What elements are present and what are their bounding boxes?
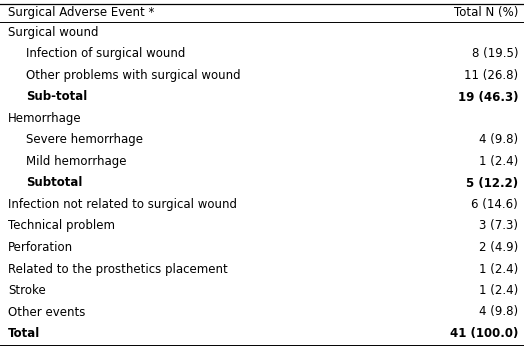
Text: Total N (%): Total N (%) bbox=[454, 6, 518, 19]
Text: 5 (12.2): 5 (12.2) bbox=[466, 176, 518, 190]
Text: Sub-total: Sub-total bbox=[26, 91, 88, 104]
Text: 41 (100.0): 41 (100.0) bbox=[450, 327, 518, 340]
Text: 1 (2.4): 1 (2.4) bbox=[479, 155, 518, 168]
Text: Severe hemorrhage: Severe hemorrhage bbox=[26, 134, 143, 146]
Text: Perforation: Perforation bbox=[8, 241, 73, 254]
Text: Related to the prosthetics placement: Related to the prosthetics placement bbox=[8, 262, 228, 276]
Text: 1 (2.4): 1 (2.4) bbox=[479, 284, 518, 297]
Text: Hemorrhage: Hemorrhage bbox=[8, 112, 82, 125]
Text: 1 (2.4): 1 (2.4) bbox=[479, 262, 518, 276]
Text: Surgical wound: Surgical wound bbox=[8, 26, 99, 39]
Text: Mild hemorrhage: Mild hemorrhage bbox=[26, 155, 126, 168]
Text: 19 (46.3): 19 (46.3) bbox=[457, 91, 518, 104]
Text: Subtotal: Subtotal bbox=[26, 176, 82, 190]
Text: 4 (9.8): 4 (9.8) bbox=[479, 134, 518, 146]
Text: Total: Total bbox=[8, 327, 40, 340]
Text: Infection not related to surgical wound: Infection not related to surgical wound bbox=[8, 198, 237, 211]
Text: 8 (19.5): 8 (19.5) bbox=[472, 47, 518, 60]
Text: 4 (9.8): 4 (9.8) bbox=[479, 306, 518, 318]
Text: 3 (7.3): 3 (7.3) bbox=[479, 220, 518, 232]
Text: 6 (14.6): 6 (14.6) bbox=[471, 198, 518, 211]
Text: Stroke: Stroke bbox=[8, 284, 46, 297]
Text: Technical problem: Technical problem bbox=[8, 220, 115, 232]
Text: Other problems with surgical wound: Other problems with surgical wound bbox=[26, 69, 241, 82]
Text: 2 (4.9): 2 (4.9) bbox=[479, 241, 518, 254]
Text: Surgical Adverse Event *: Surgical Adverse Event * bbox=[8, 6, 155, 19]
Text: Infection of surgical wound: Infection of surgical wound bbox=[26, 47, 185, 60]
Text: Other events: Other events bbox=[8, 306, 85, 318]
Text: 11 (26.8): 11 (26.8) bbox=[464, 69, 518, 82]
